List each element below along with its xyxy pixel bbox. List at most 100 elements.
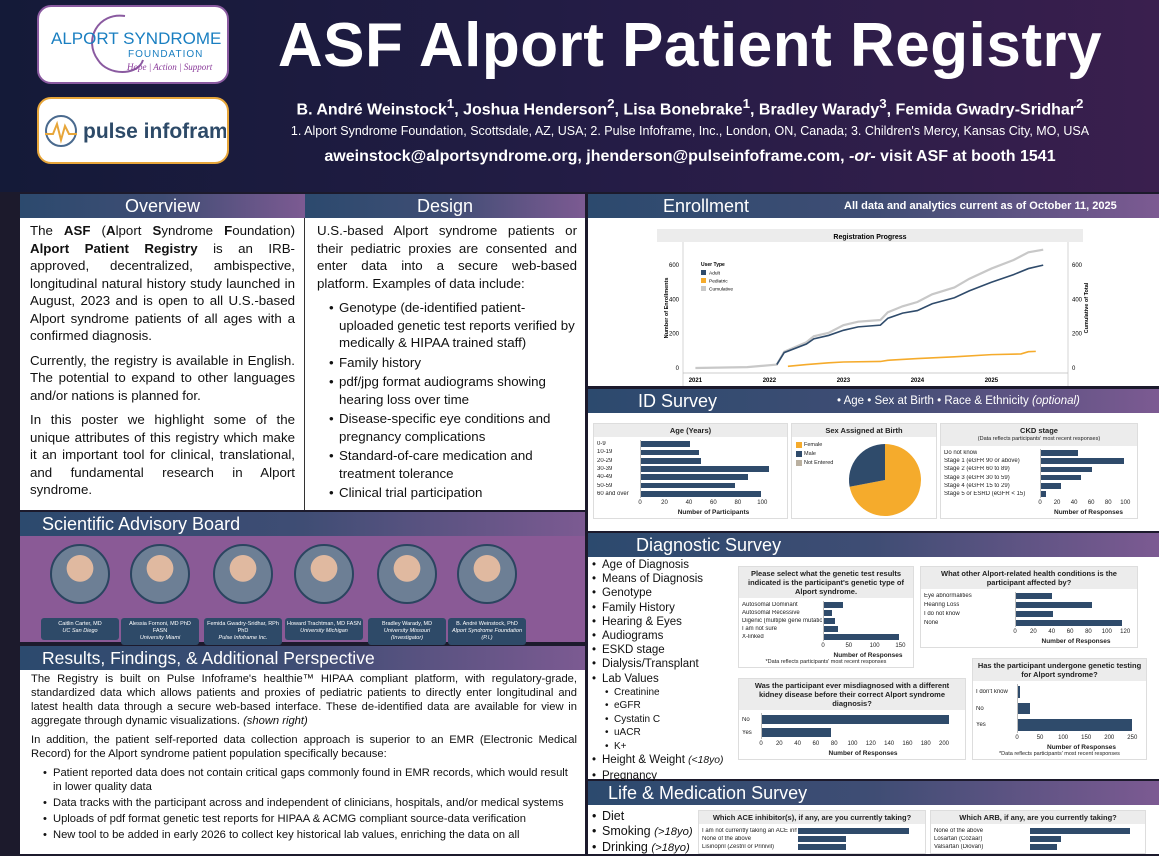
x-tick-label: 250 — [1127, 735, 1137, 741]
bar-label: X-linked — [742, 634, 764, 640]
survey-item-label: Family History — [602, 602, 675, 614]
x-tick-label: 80 — [1085, 629, 1092, 635]
survey-item: Lab Values — [592, 672, 723, 686]
bar-label: 0-9 — [597, 441, 606, 447]
bar-hearing-loss — [1016, 602, 1092, 608]
chart-title: Was the participant ever misdiagnosed wi… — [739, 679, 965, 710]
results-heading: Results, Findings, & Additional Perspect… — [20, 646, 585, 670]
email-addresses[interactable]: aweinstock@alportsyndrome.org, jhenderso… — [324, 148, 844, 165]
chart-title: Which ACE inhibitor(s), if any, are you … — [699, 811, 925, 824]
x-tick-label: 60 — [1088, 500, 1095, 506]
x-tick-label: 2025 — [985, 378, 999, 384]
legend-swatch-pediatric — [701, 278, 706, 283]
x-axis-title: Number of Responses — [781, 652, 955, 659]
overview-text-run: ASF — [64, 223, 91, 238]
x-axis-title: Number of Responses — [995, 744, 1159, 751]
survey-item: Means of Diagnosis — [592, 572, 723, 586]
member-affiliation: University Missouri (Investigator) — [370, 628, 444, 642]
svg-text:pulse infoframe: pulse infoframe — [83, 120, 226, 143]
bar-40-49 — [641, 474, 748, 480]
contact-emails: aweinstock@alportsyndrome.org, jhenderso… — [255, 148, 1125, 166]
bar-x-linked — [824, 634, 899, 640]
pulse-infoframe-logo: pulse infoframe — [37, 97, 229, 164]
headshot-photo — [130, 544, 190, 604]
survey-item: Age of Diagnosis — [592, 558, 723, 572]
x-tick-label: 2022 — [763, 378, 777, 384]
chart-footnote: *Data reflects participants' most recent… — [973, 751, 1146, 757]
bar-no — [762, 715, 949, 724]
id-survey-heading-text: ID Survey — [638, 391, 717, 412]
headshot-photo — [294, 544, 354, 604]
bar-label: Do not know — [944, 450, 977, 456]
bar-label: None of the above — [702, 836, 751, 842]
bar-autosomal-dominant — [824, 602, 843, 608]
design-list-item: pdf/jpg format audiograms showing hearin… — [329, 373, 577, 408]
results-list-item: Data tracks with the participant across … — [43, 796, 577, 810]
poster-header: ALPORT SYNDROME FOUNDATION Hope | Action… — [0, 0, 1159, 192]
survey-item-label: Height & Weight — [602, 754, 685, 766]
survey-item-label: Lab Values — [602, 673, 659, 685]
bar-label: Losartan (Cozaar) — [934, 836, 982, 842]
survey-item: Hearing & Eyes — [592, 615, 723, 629]
x-tick-label: 150 — [895, 643, 905, 649]
bar-label: Stage 4 (eGFR 15 to 29) — [944, 483, 1010, 489]
bar-label: Yes — [742, 730, 752, 736]
legend-title: User Type — [701, 262, 725, 268]
life-heading: Life & Medication Survey — [588, 781, 1159, 805]
overview-text-run: lport — [116, 223, 153, 238]
chart-footnote: *Data reflects participants' most recent… — [739, 659, 913, 665]
bar-label: I am not sure — [742, 626, 777, 632]
results-shown-right: (shown right) — [243, 715, 308, 727]
design-list: Genotype (de-identified patient-uploaded… — [317, 299, 577, 502]
x-tick-label: 200 — [1104, 735, 1114, 741]
bar-10-19 — [641, 450, 699, 456]
results-list-item: Uploads of pdf format genetic test repor… — [43, 812, 577, 826]
bar-stage-1-egfr-90-or-above- — [1041, 458, 1124, 464]
x-tick-label: 0 — [638, 500, 641, 506]
survey-item: eGFR — [592, 699, 723, 713]
bar-i-do-not-know — [1016, 611, 1053, 617]
legend-swatch-adult — [701, 270, 706, 275]
series-line-cumulative — [695, 250, 1043, 368]
series-line-pediatric — [788, 351, 1036, 366]
chart-title: CKD stage(Data reflects participants' mo… — [941, 424, 1137, 446]
x-tick-label: 100 — [870, 643, 880, 649]
bar-label: Valsartan (Diovan) — [934, 844, 983, 850]
bar-eye-abnormalities — [1016, 593, 1052, 599]
bar-i-don-t-know — [1018, 686, 1020, 697]
y2-axis-title: Cumulative of Total — [1084, 282, 1090, 333]
x-tick-label: 20 — [1030, 629, 1037, 635]
enrollment-heading-text: Enrollment — [663, 196, 749, 217]
member-name: Caitlin Carter, MD — [43, 621, 117, 628]
design-list-item: Disease-specific eye conditions and preg… — [329, 410, 577, 445]
chart-title: Which ARB, if any, are you currently tak… — [931, 811, 1145, 824]
author-name: Joshua Henderson — [463, 101, 607, 118]
bar-label: No — [976, 706, 984, 712]
overview-text-run: yndrome — [161, 223, 224, 238]
headshot-photo — [213, 544, 273, 604]
author-name: Lisa Bonebrake — [623, 101, 742, 118]
design-list-item: Standard-of-care medication and treatmen… — [329, 447, 577, 482]
plot-area — [1030, 827, 1135, 851]
bar-stage-4-egfr-15-to-29- — [1041, 483, 1061, 489]
overview-text-run: S — [152, 223, 161, 238]
overview-text-run: The — [30, 223, 64, 238]
author-name: Bradley Warady — [759, 101, 879, 118]
member-affiliation: UC San Diego — [43, 628, 117, 635]
member-name: Bradley Warady, MD — [370, 621, 444, 628]
bar-label: I do not know — [924, 611, 960, 617]
life-heading-text: Life & Medication Survey — [608, 783, 807, 804]
svg-text:FOUNDATION: FOUNDATION — [128, 49, 203, 60]
x-tick-label: 140 — [884, 741, 894, 747]
diagnostic-heading: Diagnostic Survey — [588, 533, 1159, 557]
x-tick-label: 80 — [735, 500, 742, 506]
x-tick-label: 100 — [757, 500, 767, 506]
x-tick-label: 60 — [813, 741, 820, 747]
